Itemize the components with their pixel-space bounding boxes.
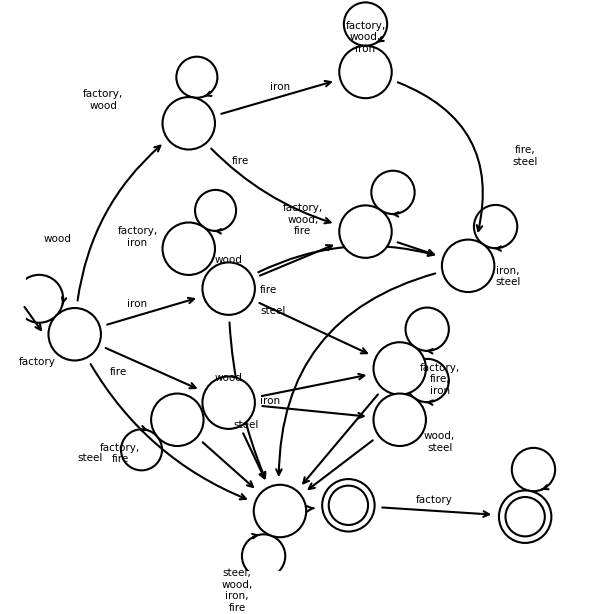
Text: wood: wood — [215, 373, 243, 383]
Circle shape — [151, 394, 203, 446]
FancyArrowPatch shape — [252, 534, 259, 538]
Circle shape — [254, 485, 306, 537]
FancyArrowPatch shape — [307, 506, 314, 511]
Text: factory,
wood,
fire: factory, wood, fire — [283, 203, 323, 236]
Circle shape — [163, 222, 215, 275]
FancyArrowPatch shape — [258, 246, 434, 272]
FancyArrowPatch shape — [107, 298, 194, 325]
FancyArrowPatch shape — [426, 400, 433, 405]
Text: wood: wood — [215, 255, 243, 265]
Text: fire: fire — [110, 367, 128, 378]
FancyArrowPatch shape — [276, 273, 435, 475]
Text: steel: steel — [78, 453, 103, 463]
FancyArrowPatch shape — [398, 82, 483, 231]
FancyArrowPatch shape — [205, 91, 211, 96]
Text: fire: fire — [260, 285, 277, 295]
FancyArrowPatch shape — [203, 442, 253, 487]
FancyArrowPatch shape — [398, 243, 434, 255]
Text: steel: steel — [260, 306, 285, 316]
Text: steel,
wood,
iron,
fire: steel, wood, iron, fire — [222, 568, 253, 613]
Text: iron,
steel: iron, steel — [495, 266, 521, 287]
Circle shape — [203, 262, 255, 315]
FancyArrowPatch shape — [262, 374, 364, 396]
Text: fire: fire — [232, 157, 249, 166]
FancyArrowPatch shape — [426, 349, 433, 354]
Circle shape — [339, 45, 392, 98]
FancyArrowPatch shape — [259, 303, 367, 353]
Text: factory,
fire,
iron: factory, fire, iron — [419, 363, 460, 396]
FancyArrowPatch shape — [215, 229, 221, 233]
Text: iron: iron — [128, 299, 147, 309]
Circle shape — [339, 206, 392, 258]
Text: iron: iron — [270, 82, 291, 92]
FancyArrowPatch shape — [495, 246, 501, 251]
FancyArrowPatch shape — [230, 322, 265, 478]
Text: steel: steel — [233, 421, 259, 430]
FancyArrowPatch shape — [382, 508, 489, 517]
FancyArrowPatch shape — [303, 394, 378, 483]
FancyArrowPatch shape — [62, 297, 67, 304]
FancyArrowPatch shape — [91, 364, 246, 499]
Text: wood: wood — [44, 234, 71, 244]
Circle shape — [49, 308, 101, 360]
Circle shape — [442, 239, 495, 292]
Circle shape — [322, 479, 375, 532]
Circle shape — [163, 97, 215, 150]
FancyArrowPatch shape — [221, 81, 331, 114]
Text: factory,
fire: factory, fire — [100, 443, 140, 464]
Text: factory,
iron: factory, iron — [117, 226, 158, 247]
FancyArrowPatch shape — [141, 426, 147, 430]
Text: factory,
wood: factory, wood — [83, 89, 123, 111]
Text: fire,
steel: fire, steel — [513, 145, 538, 166]
Text: factory: factory — [415, 495, 452, 505]
FancyArrowPatch shape — [211, 149, 331, 223]
Text: factory: factory — [19, 357, 56, 367]
FancyArrowPatch shape — [106, 348, 196, 388]
FancyArrowPatch shape — [309, 440, 373, 489]
FancyArrowPatch shape — [243, 433, 265, 478]
FancyArrowPatch shape — [392, 212, 399, 217]
Circle shape — [203, 376, 255, 429]
FancyArrowPatch shape — [262, 406, 363, 418]
FancyArrowPatch shape — [377, 37, 384, 42]
Text: iron: iron — [260, 396, 280, 406]
Circle shape — [499, 491, 551, 543]
FancyArrowPatch shape — [260, 245, 332, 276]
FancyArrowPatch shape — [542, 485, 548, 489]
Text: wood,
steel: wood, steel — [424, 431, 455, 453]
FancyArrowPatch shape — [78, 146, 160, 300]
Circle shape — [373, 394, 426, 446]
Text: factory,
wood,
iron: factory, wood, iron — [346, 21, 386, 54]
Circle shape — [373, 342, 426, 395]
